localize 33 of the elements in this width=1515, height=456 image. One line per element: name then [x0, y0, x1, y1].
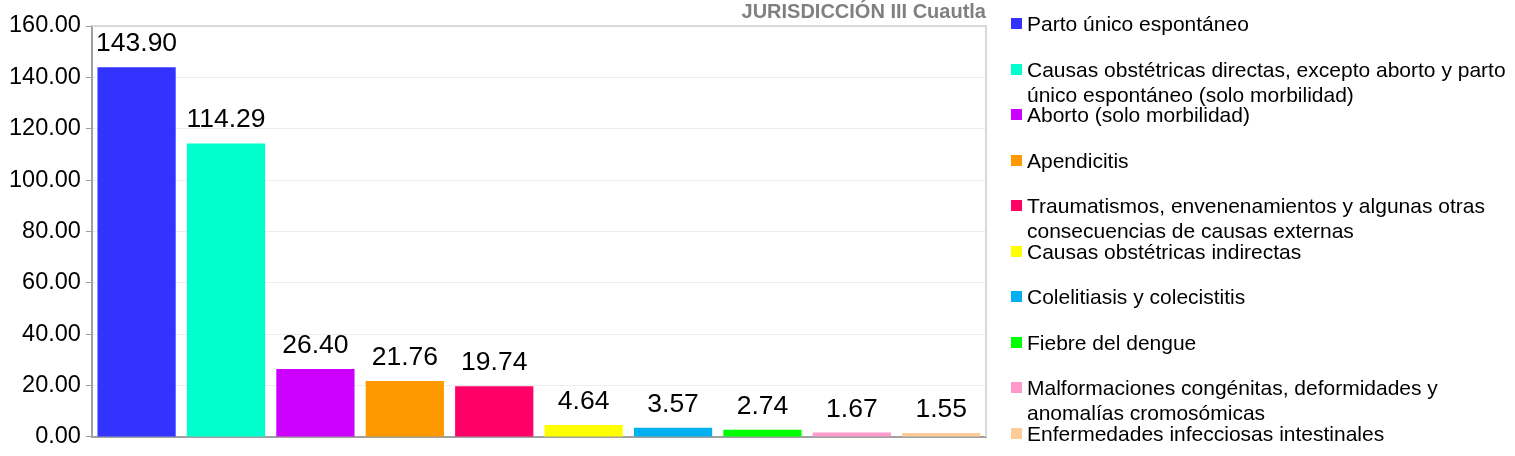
bar	[365, 381, 444, 437]
y-tick-label: 140.00	[8, 62, 81, 89]
y-tick-label: 80.00	[22, 216, 81, 243]
data-label: 3.57	[647, 387, 699, 418]
bar	[276, 369, 355, 437]
bar	[97, 67, 176, 437]
data-label: 21.76	[371, 341, 438, 372]
legend-label: Colelitiasis y colecistitis	[1027, 284, 1246, 309]
data-label: 4.64	[557, 384, 610, 415]
data-label: 143.90	[96, 27, 178, 58]
legend-label: Causas obstétricas directas, excepto aborto y parto único espontáneo (solo morbilidad)	[1027, 56, 1507, 107]
y-tick-label: 40.00	[22, 319, 81, 346]
y-tick-label: 20.00	[22, 371, 81, 398]
legend-label: Fiebre del dengue	[1027, 329, 1197, 355]
bar	[455, 386, 534, 437]
bar	[723, 429, 802, 437]
data-label: 1.55	[915, 392, 968, 423]
y-tick-label: 160.00	[8, 11, 81, 38]
y-tick-label: 0.00	[35, 422, 81, 449]
data-label: 2.74	[736, 389, 789, 420]
data-label: 114.29	[186, 103, 266, 134]
y-tick-label: 100.00	[8, 165, 81, 192]
data-label: 1.67	[826, 392, 878, 423]
bar	[544, 424, 623, 437]
data-label: 26.40	[282, 329, 349, 360]
data-label: 19.74	[461, 346, 528, 377]
legend-label: Apendicitis	[1027, 147, 1129, 173]
chart-title: JURISDICCIÓN III Cuautla	[741, 0, 987, 22]
y-tick-label: 120.00	[8, 114, 81, 141]
y-tick-label: 60.00	[22, 268, 81, 295]
legend-label: Parto único espontáneo	[1027, 11, 1249, 36]
bar	[633, 427, 713, 437]
bar	[186, 143, 266, 437]
